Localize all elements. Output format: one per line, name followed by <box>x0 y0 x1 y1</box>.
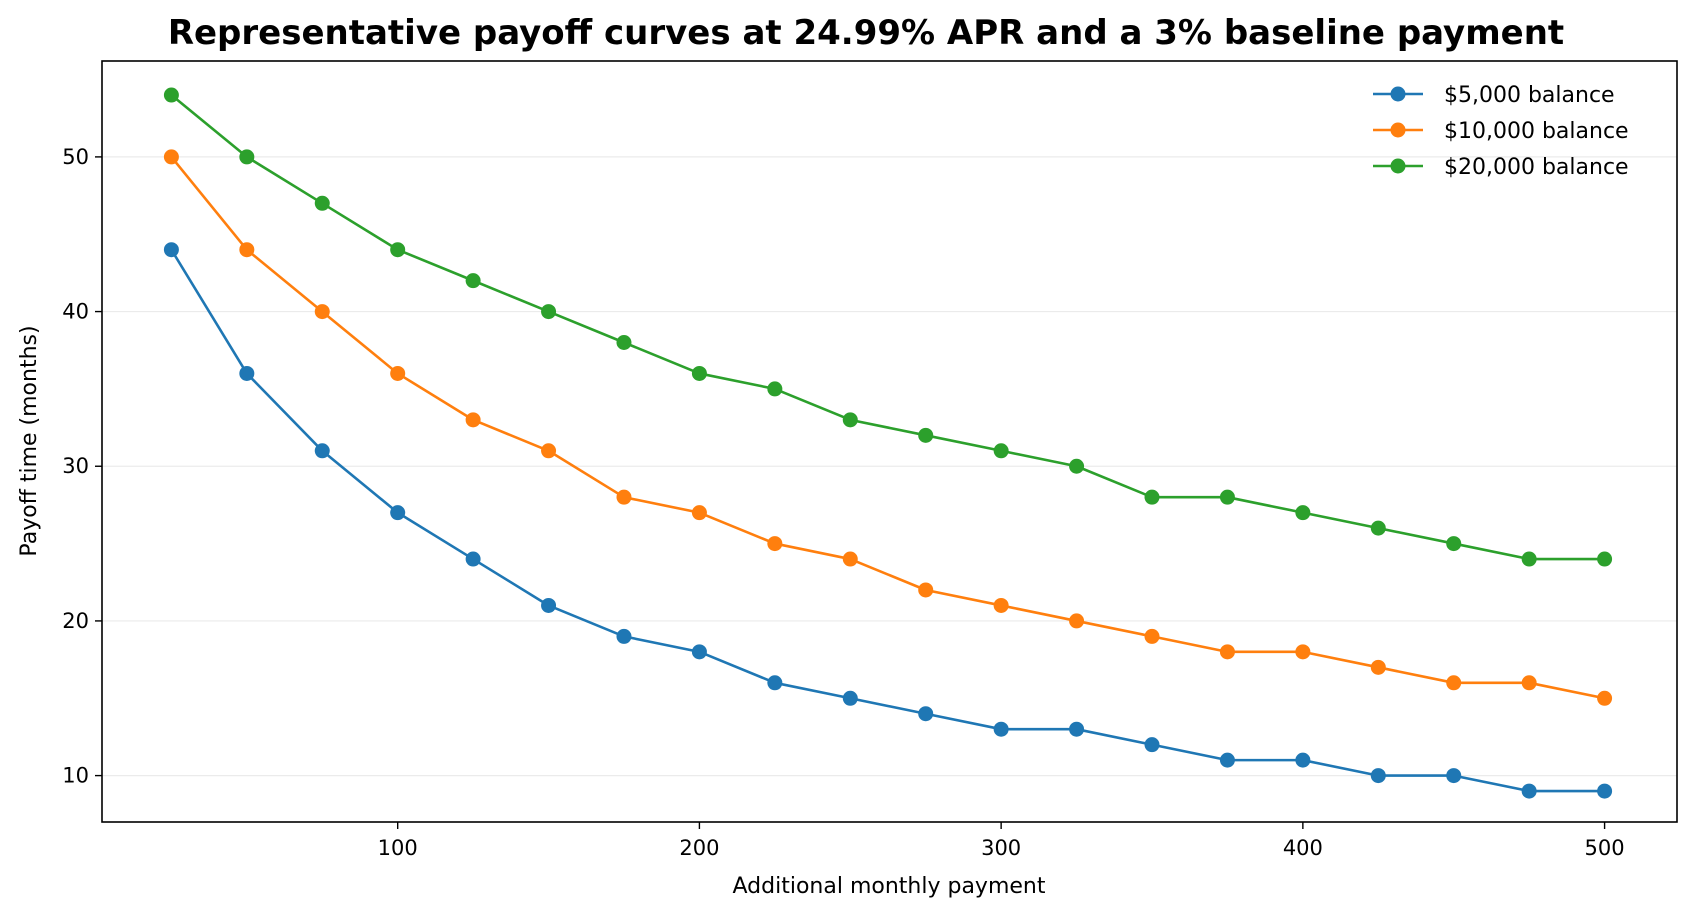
data-point <box>163 87 179 103</box>
data-point <box>842 690 858 706</box>
data-point <box>465 273 481 289</box>
data-point <box>1144 489 1160 505</box>
data-point <box>1219 752 1235 768</box>
data-point <box>163 149 179 165</box>
data-point <box>1597 690 1613 706</box>
chart-title: Representative payoff curves at 24.99% A… <box>168 13 1564 53</box>
series-2 <box>163 87 1613 567</box>
data-point <box>1446 675 1462 691</box>
legend-item: $10,000 balance <box>1373 119 1629 144</box>
data-point <box>1597 551 1613 567</box>
x-tick-label: 400 <box>1283 836 1323 860</box>
data-point <box>616 628 632 644</box>
data-point <box>1295 752 1311 768</box>
data-point <box>541 443 557 459</box>
data-point <box>918 706 934 722</box>
data-point <box>1597 783 1613 799</box>
data-point <box>842 412 858 428</box>
data-point <box>1069 458 1085 474</box>
y-tick-label: 10 <box>62 764 89 788</box>
legend-swatch-marker <box>1390 86 1406 102</box>
plot-frame <box>101 60 1678 823</box>
data-point <box>691 644 707 660</box>
series-layer <box>163 87 1613 799</box>
y-axis-label: Payoff time (months) <box>17 325 42 556</box>
data-point <box>1069 613 1085 629</box>
data-point <box>993 721 1009 737</box>
data-point <box>390 505 406 521</box>
x-axis-ticks: 100 200 300 400 500 <box>378 822 1625 860</box>
data-point <box>239 365 255 381</box>
data-point <box>1446 536 1462 552</box>
data-point <box>1370 768 1386 784</box>
y-axis-ticks: 10 20 30 40 50 <box>62 145 102 788</box>
data-point <box>993 597 1009 613</box>
legend: $5,000 balance $10,000 balance $20,000 bal… <box>1373 83 1629 180</box>
data-point <box>767 675 783 691</box>
data-point <box>541 304 557 320</box>
data-point <box>541 597 557 613</box>
x-tick-label: 200 <box>679 836 719 860</box>
data-point <box>1370 659 1386 675</box>
data-point <box>1069 721 1085 737</box>
y-tick-label: 20 <box>62 609 89 633</box>
series-line <box>170 94 1605 561</box>
data-point <box>390 242 406 258</box>
y-tick-label: 50 <box>62 145 89 169</box>
data-point <box>1219 489 1235 505</box>
legend-item: $20,000 balance <box>1373 155 1629 180</box>
series-line <box>170 156 1605 700</box>
y-tick-label: 40 <box>62 300 89 324</box>
data-point <box>842 551 858 567</box>
y-tick-label: 30 <box>62 454 89 478</box>
data-point <box>918 427 934 443</box>
data-point <box>616 335 632 351</box>
data-point <box>1295 644 1311 660</box>
data-point <box>163 242 179 258</box>
data-point <box>616 489 632 505</box>
series-1 <box>163 149 1613 706</box>
legend-label: $20,000 balance <box>1444 155 1629 180</box>
data-point <box>390 365 406 381</box>
legend-item: $5,000 balance <box>1373 83 1615 108</box>
data-point <box>1219 644 1235 660</box>
series-0 <box>163 242 1613 799</box>
data-point <box>1521 675 1537 691</box>
data-point <box>239 149 255 165</box>
x-tick-label: 100 <box>378 836 418 860</box>
data-point <box>691 365 707 381</box>
data-point <box>691 505 707 521</box>
data-point <box>314 443 330 459</box>
data-point <box>465 551 481 567</box>
data-point <box>1521 551 1537 567</box>
data-point <box>1370 520 1386 536</box>
data-point <box>767 536 783 552</box>
data-point <box>314 195 330 211</box>
legend-swatch-marker <box>1390 122 1406 138</box>
legend-label: $5,000 balance <box>1444 83 1615 108</box>
data-point <box>767 381 783 397</box>
data-point <box>1144 628 1160 644</box>
data-point <box>1446 768 1462 784</box>
x-tick-label: 500 <box>1585 836 1625 860</box>
x-axis-label: Additional monthly payment <box>733 874 1046 899</box>
data-point <box>465 412 481 428</box>
data-point <box>1144 737 1160 753</box>
legend-swatch-marker <box>1390 158 1406 174</box>
data-point <box>239 242 255 258</box>
x-tick-label: 300 <box>981 836 1021 860</box>
legend-label: $10,000 balance <box>1444 119 1629 144</box>
data-point <box>993 443 1009 459</box>
data-point <box>314 304 330 320</box>
data-point <box>918 582 934 598</box>
data-point <box>1295 505 1311 521</box>
data-point <box>1521 783 1537 799</box>
series-line <box>170 249 1605 793</box>
